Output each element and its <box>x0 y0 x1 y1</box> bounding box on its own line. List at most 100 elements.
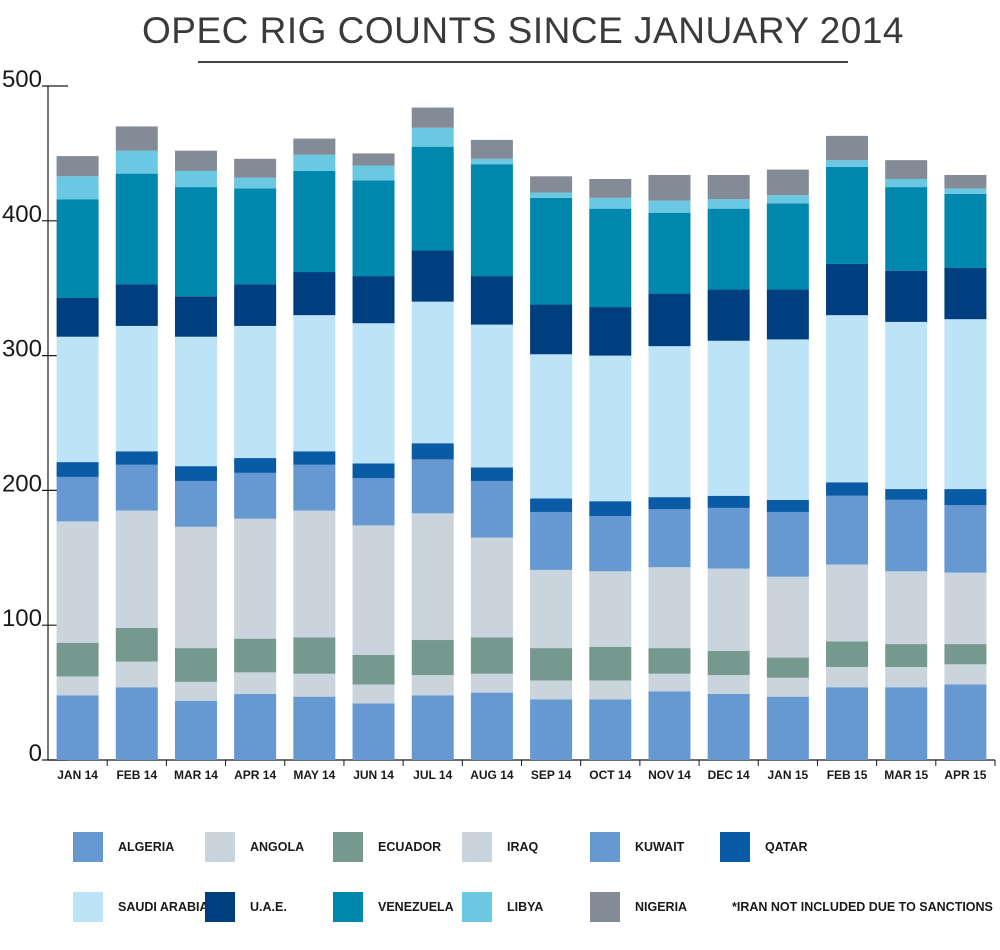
bar-algeria-dec-14 <box>707 693 750 760</box>
bar-ecuador-feb-15 <box>826 641 869 667</box>
bar-nigeria-feb-15 <box>826 135 869 161</box>
x-tick-label: FEB 14 <box>116 768 157 782</box>
bar-kuwait-oct-14 <box>589 516 632 572</box>
bar-libya-apr-15 <box>944 188 987 194</box>
bar-libya-dec-14 <box>707 199 750 209</box>
y-tick-label: 200 <box>2 470 42 497</box>
bar-libya-may-14 <box>293 154 336 171</box>
bar-kuwait-jun-14 <box>352 478 395 526</box>
x-tick-label: MAY 14 <box>293 768 335 782</box>
legend-label: SAUDI ARABIA <box>118 900 209 914</box>
y-tick-label: 300 <box>2 336 42 363</box>
bar-venezuela-dec-14 <box>707 208 750 290</box>
x-tick-label: JUL 14 <box>413 768 452 782</box>
legend-swatch <box>333 832 363 862</box>
legend-label: IRAQ <box>507 840 539 854</box>
chart-title: OPEC RIG COUNTS SINCE JANUARY 2014 <box>141 10 904 51</box>
bar-nigeria-mar-15 <box>885 160 928 180</box>
bar-saudi-arabia-mar-14 <box>174 336 217 467</box>
legend-swatch <box>462 892 492 922</box>
bar-algeria-mar-14 <box>174 700 217 760</box>
legend-label: ECUADOR <box>378 840 442 854</box>
bar-u-a-e--apr-15 <box>944 267 987 320</box>
bar-ecuador-jul-14 <box>411 640 454 676</box>
x-tick-label: MAR 15 <box>884 768 928 782</box>
bar-ecuador-apr-14 <box>234 638 277 673</box>
bar-saudi-arabia-feb-15 <box>826 315 869 483</box>
bar-algeria-apr-14 <box>234 693 277 760</box>
bar-nigeria-dec-14 <box>707 174 750 200</box>
bar-venezuela-may-14 <box>293 170 336 273</box>
bar-algeria-jan-15 <box>766 696 809 760</box>
x-tick-label: SEP 14 <box>531 768 572 782</box>
bar-kuwait-mar-15 <box>885 499 928 572</box>
bar-nigeria-nov-14 <box>648 174 691 201</box>
bar-qatar-jan-14 <box>56 462 99 477</box>
bar-saudi-arabia-mar-15 <box>885 321 928 490</box>
bar-angola-jun-14 <box>352 684 395 704</box>
bar-ecuador-mar-15 <box>885 644 928 667</box>
bar-u-a-e--feb-14 <box>115 284 158 326</box>
bar-angola-may-14 <box>293 673 336 697</box>
bar-qatar-dec-14 <box>707 495 750 508</box>
bar-algeria-sep-14 <box>530 699 573 760</box>
bar-algeria-jul-14 <box>411 695 454 760</box>
bar-libya-oct-14 <box>589 197 632 209</box>
legend-label: ANGOLA <box>250 840 305 854</box>
bar-algeria-feb-14 <box>115 687 158 760</box>
bar-qatar-apr-14 <box>234 458 277 473</box>
bar-kuwait-dec-14 <box>707 507 750 569</box>
bar-nigeria-jul-14 <box>411 107 454 128</box>
bar-saudi-arabia-sep-14 <box>530 354 573 499</box>
legend-label: KUWAIT <box>635 840 685 854</box>
bar-u-a-e--jan-15 <box>766 289 809 340</box>
stacked-bar-chart: 0 100 200 300 400 500 JAN 14 FEB 14 MAR 14 APR 14… <box>2 66 996 782</box>
legend-swatch <box>462 832 492 862</box>
bar-qatar-oct-14 <box>589 501 632 517</box>
bar-angola-jan-14 <box>56 676 99 696</box>
x-tick-label: AUG 14 <box>470 768 514 782</box>
footnote: *IRAN NOT INCLUDED DUE TO SANCTIONS <box>732 900 993 914</box>
bar-ecuador-dec-14 <box>707 650 750 676</box>
bar-qatar-sep-14 <box>530 498 573 512</box>
bar-libya-apr-14 <box>234 177 277 189</box>
bar-saudi-arabia-oct-14 <box>589 355 632 502</box>
bar-nigeria-may-14 <box>293 138 336 155</box>
bar-iraq-aug-14 <box>470 537 513 638</box>
legend-label: VENEZUELA <box>378 900 454 914</box>
bar-venezuela-feb-15 <box>826 166 869 264</box>
legend-label: NIGERIA <box>635 900 688 914</box>
x-tick-label: APR 14 <box>234 768 276 782</box>
bar-qatar-jul-14 <box>411 443 454 460</box>
legend-label: ALGERIA <box>118 840 175 854</box>
bar-angola-feb-14 <box>115 661 158 688</box>
bar-iraq-apr-15 <box>944 572 987 645</box>
bar-algeria-feb-15 <box>826 687 869 760</box>
bar-ecuador-aug-14 <box>470 637 513 674</box>
bar-venezuela-apr-14 <box>234 188 277 285</box>
bar-angola-jul-14 <box>411 675 454 696</box>
bar-u-a-e--jan-14 <box>56 297 99 337</box>
bar-venezuela-mar-14 <box>174 187 217 297</box>
bar-venezuela-sep-14 <box>530 197 573 305</box>
bar-angola-dec-14 <box>707 675 750 694</box>
bar-u-a-e--sep-14 <box>530 304 573 355</box>
legend-label: U.A.E. <box>250 900 287 914</box>
bar-angola-nov-14 <box>648 673 691 692</box>
bar-venezuela-feb-14 <box>115 173 158 285</box>
bar-venezuela-jul-14 <box>411 146 454 251</box>
bar-u-a-e--apr-14 <box>234 284 277 326</box>
bar-qatar-feb-14 <box>115 451 158 465</box>
bar-kuwait-apr-15 <box>944 505 987 573</box>
bar-u-a-e--jun-14 <box>352 276 395 324</box>
bar-nigeria-apr-15 <box>944 174 987 189</box>
bar-venezuela-aug-14 <box>470 164 513 277</box>
bar-kuwait-feb-14 <box>115 464 158 511</box>
bar-algeria-jun-14 <box>352 703 395 760</box>
bar-nigeria-jan-14 <box>56 156 99 177</box>
bar-algeria-apr-15 <box>944 684 987 760</box>
bar-iraq-sep-14 <box>530 569 573 649</box>
bar-venezuela-oct-14 <box>589 208 632 308</box>
bar-nigeria-sep-14 <box>530 176 573 193</box>
legend-swatch <box>205 832 235 862</box>
